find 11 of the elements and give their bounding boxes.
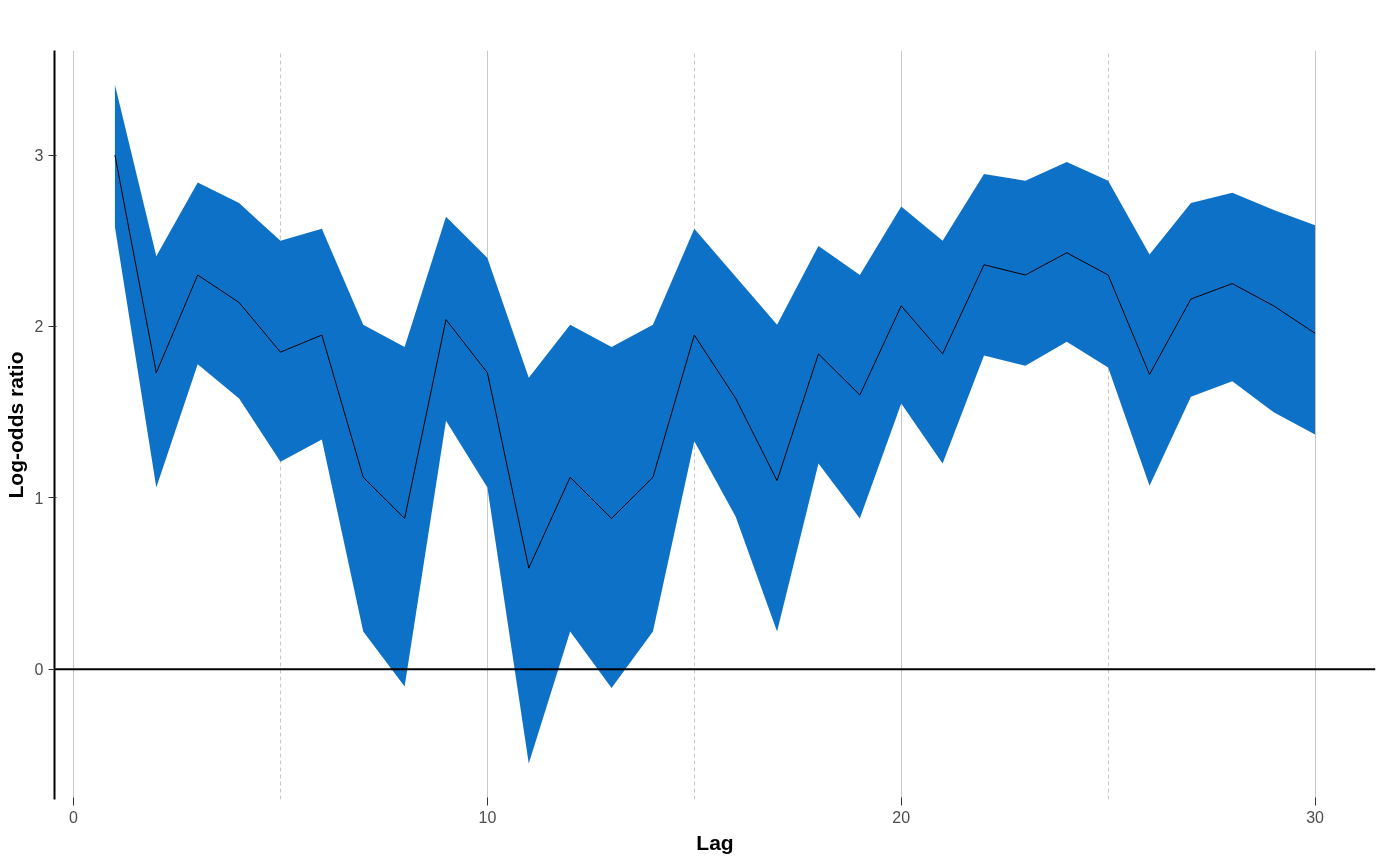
- y-tick-label: 0: [34, 661, 44, 679]
- x-tick-label: 0: [69, 808, 79, 826]
- y-axis-title: Log-odds ratio: [3, 351, 27, 499]
- x-tick-label: 10: [478, 808, 497, 826]
- x-tick-label: 20: [892, 808, 911, 826]
- x-tick-label: 30: [1306, 808, 1325, 826]
- x-axis-title: Lag: [696, 830, 734, 854]
- y-tick-label: 1: [34, 489, 44, 507]
- line-series: [114, 154, 1316, 569]
- y-tick-label: 3: [34, 147, 44, 165]
- y-tick-label: 2: [34, 318, 44, 336]
